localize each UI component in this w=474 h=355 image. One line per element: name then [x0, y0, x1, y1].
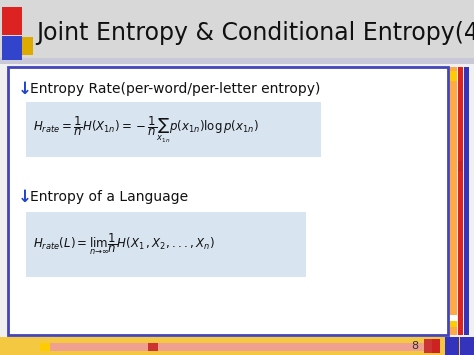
FancyBboxPatch shape [445, 337, 459, 355]
FancyBboxPatch shape [458, 67, 463, 335]
FancyBboxPatch shape [2, 7, 22, 35]
FancyBboxPatch shape [0, 337, 474, 355]
FancyBboxPatch shape [22, 37, 33, 55]
FancyBboxPatch shape [26, 212, 306, 277]
Text: Joint Entropy & Conditional Entropy(4/4): Joint Entropy & Conditional Entropy(4/4) [36, 21, 474, 45]
FancyBboxPatch shape [450, 315, 457, 321]
FancyBboxPatch shape [450, 321, 457, 327]
FancyBboxPatch shape [40, 343, 430, 351]
FancyBboxPatch shape [432, 339, 440, 353]
FancyBboxPatch shape [0, 0, 474, 58]
FancyBboxPatch shape [464, 67, 469, 335]
FancyBboxPatch shape [460, 337, 474, 355]
FancyBboxPatch shape [26, 102, 321, 157]
FancyBboxPatch shape [0, 58, 474, 64]
FancyBboxPatch shape [450, 71, 457, 81]
FancyBboxPatch shape [424, 339, 432, 353]
FancyBboxPatch shape [8, 67, 448, 335]
FancyBboxPatch shape [148, 343, 158, 351]
FancyBboxPatch shape [2, 36, 22, 60]
FancyBboxPatch shape [450, 67, 457, 335]
FancyBboxPatch shape [40, 343, 50, 351]
Text: Entropy of a Language: Entropy of a Language [30, 190, 188, 204]
Text: ↓: ↓ [18, 80, 32, 98]
Text: 8: 8 [411, 341, 419, 351]
Text: $H_{rate} = \dfrac{1}{n} H(X_{1n}) = -\dfrac{1}{n} \sum_{x_{1n}} p(x_{1n}) \log : $H_{rate} = \dfrac{1}{n} H(X_{1n}) = -\d… [33, 114, 259, 144]
Text: Entropy Rate(per-word/per-letter entropy): Entropy Rate(per-word/per-letter entropy… [30, 82, 320, 96]
Text: ↓: ↓ [18, 188, 32, 206]
Text: $H_{rate}(L) = \lim_{n \to \infty} \dfrac{1}{n} H(X_1, X_2, ..., X_n)$: $H_{rate}(L) = \lim_{n \to \infty} \dfra… [33, 232, 215, 257]
FancyBboxPatch shape [458, 161, 463, 171]
